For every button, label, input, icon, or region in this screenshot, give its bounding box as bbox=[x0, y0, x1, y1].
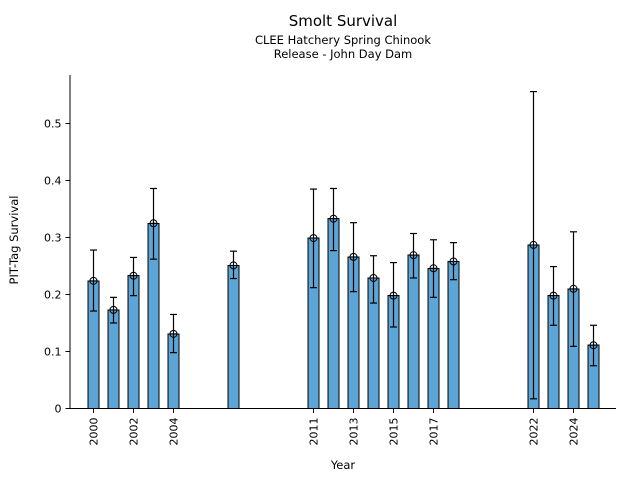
point-marker bbox=[409, 251, 418, 260]
point-marker bbox=[129, 271, 138, 280]
point-marker bbox=[329, 214, 338, 223]
x-tick-label: 2013 bbox=[348, 418, 361, 446]
point-marker bbox=[569, 284, 578, 293]
bar bbox=[447, 260, 460, 409]
error-bar bbox=[230, 250, 237, 280]
point-marker bbox=[89, 276, 98, 285]
x-tick-label: 2002 bbox=[128, 418, 141, 446]
y-tick-label: 0.1 bbox=[44, 346, 62, 359]
y-tick-label: 0.2 bbox=[44, 289, 62, 302]
bar bbox=[227, 264, 240, 409]
x-tick-label: 2000 bbox=[88, 418, 101, 446]
x-tick-label: 2022 bbox=[528, 418, 541, 446]
chart-subtitle-line2: Release - John Day Dam bbox=[273, 47, 413, 62]
x-tick-label: 2015 bbox=[388, 418, 401, 446]
error-bar bbox=[150, 187, 157, 260]
chart-header: Smolt Survival CLEE Hatchery Spring Chin… bbox=[46, 12, 640, 62]
chart-title: Smolt Survival bbox=[288, 12, 398, 30]
point-marker bbox=[429, 264, 438, 273]
point-marker bbox=[549, 291, 558, 300]
error-bar bbox=[390, 261, 397, 328]
point-marker bbox=[109, 305, 118, 314]
x-tick-label: 2011 bbox=[308, 418, 321, 446]
bar bbox=[107, 309, 120, 410]
point-marker bbox=[369, 273, 378, 282]
point-marker bbox=[169, 329, 178, 338]
point-marker bbox=[389, 291, 398, 300]
point-marker bbox=[309, 234, 318, 243]
x-tick-label: 2024 bbox=[568, 418, 581, 446]
point-marker bbox=[529, 240, 538, 249]
error-bar bbox=[370, 255, 377, 304]
chart-subtitle-line1: CLEE Hatchery Spring Chinook bbox=[254, 32, 431, 47]
y-tick-label: 0.3 bbox=[44, 232, 62, 245]
x-tick-label: 2004 bbox=[168, 418, 181, 446]
x-tick-label: 2017 bbox=[428, 418, 441, 446]
point-marker bbox=[589, 341, 598, 350]
y-tick-label: 0 bbox=[55, 403, 62, 416]
y-tick-label: 0.4 bbox=[44, 175, 62, 188]
point-marker bbox=[349, 252, 358, 261]
point-marker bbox=[449, 257, 458, 266]
x-axis-label: Year bbox=[330, 458, 356, 472]
point-marker bbox=[149, 219, 158, 228]
y-tick-label: 0.5 bbox=[44, 118, 62, 131]
error-bar bbox=[130, 256, 137, 297]
y-axis-label: PIT-Tag Survival bbox=[7, 195, 21, 285]
error-bar bbox=[410, 232, 417, 279]
point-marker bbox=[229, 261, 238, 270]
error-bar bbox=[330, 187, 337, 252]
